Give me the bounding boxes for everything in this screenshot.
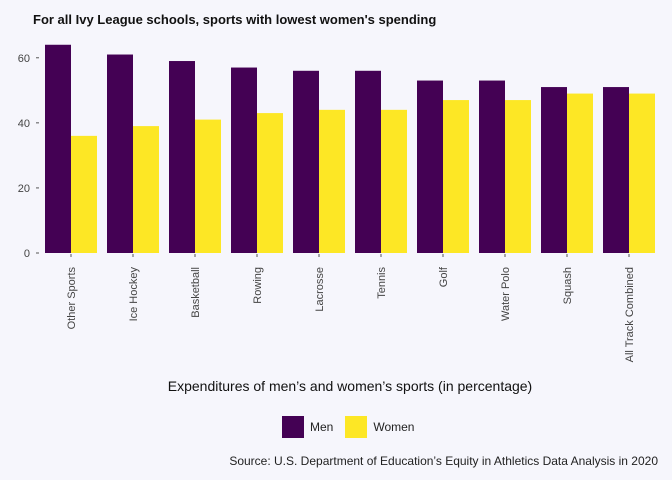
x-tick-label: Tennis [376,267,388,299]
legend-item-men: Men [282,416,333,438]
source-caption: Source: U.S. Department of Education’s E… [229,454,658,468]
x-tick-label: Squash [562,267,574,304]
bar-men-squash [541,87,567,254]
y-tick-label: 20 [18,183,30,195]
bar-women-water-polo [505,100,531,254]
bar-men-lacrosse [293,70,319,253]
bar-men-tennis [355,70,381,253]
legend-label-women: Women [373,420,415,434]
bar-men-other-sports [45,44,71,253]
bar-men-ice-hockey [107,54,133,254]
bar-women-all-track-combined [629,93,655,253]
chart-title: For all Ivy League schools, sports with … [33,12,437,27]
legend-swatch-men [282,416,304,438]
bar-men-all-track-combined [603,87,629,254]
bar-women-ice-hockey [133,126,159,253]
bar-women-lacrosse [319,109,345,254]
bar-men-water-polo [479,80,505,253]
y-tick-label: 60 [18,53,30,65]
bar-women-rowing [257,113,283,253]
bar-men-basketball [169,61,195,254]
bar-men-rowing [231,67,257,253]
bar-women-basketball [195,119,221,253]
x-tick-label: Other Sports [66,267,78,330]
x-tick-label: Water Polo [500,267,512,321]
legend-swatch-women [345,416,368,438]
x-tick-label: Ice Hockey [128,267,140,322]
x-axis-title: Expenditures of men’s and women’s sports… [167,378,533,394]
x-tick-label: Lacrosse [314,267,326,312]
legend: Men Women [282,416,426,438]
bar-women-other-sports [71,135,97,253]
legend-label-men: Men [310,420,334,434]
x-tick-label: Basketball [190,267,202,318]
bar-women-squash [567,93,593,253]
bar-men-golf [417,80,443,253]
y-tick-label: 0 [24,248,30,260]
bar-women-golf [443,100,469,254]
x-tick-label: All Track Combined [624,267,636,362]
x-tick-label: Rowing [252,267,264,304]
bar-women-tennis [381,109,407,254]
x-tick-label: Golf [438,266,450,287]
legend-item-women: Women [345,416,414,438]
y-tick-label: 40 [18,118,30,130]
